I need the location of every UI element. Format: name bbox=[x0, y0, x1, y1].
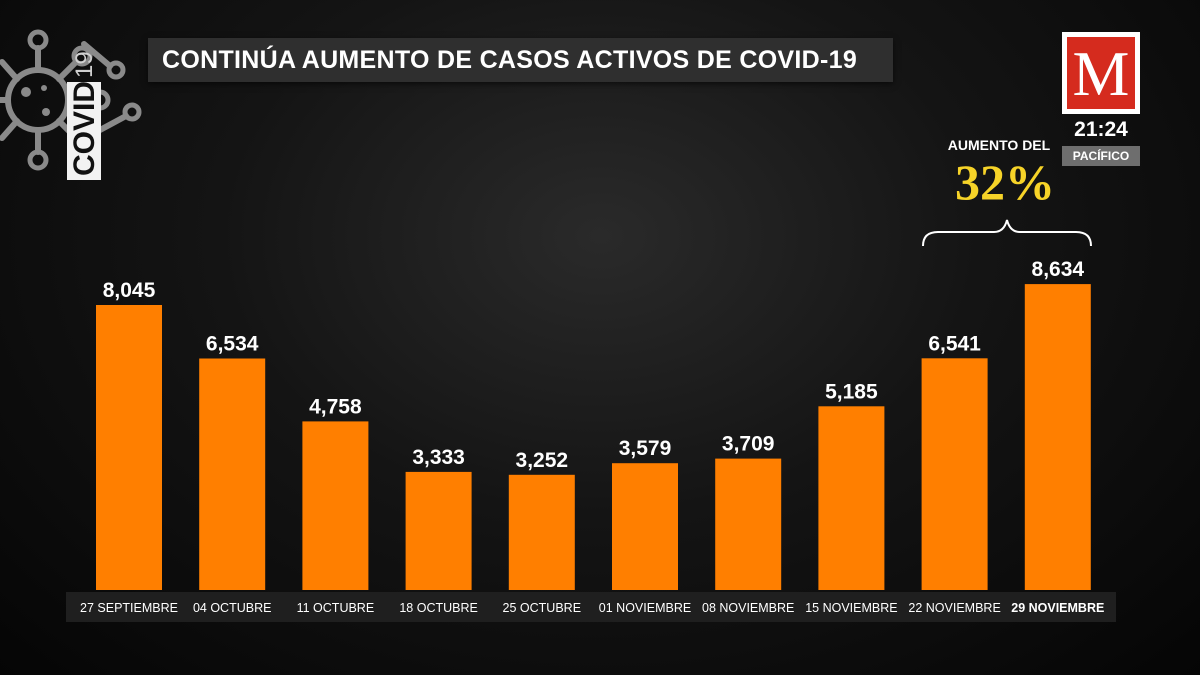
covid-number: 19 bbox=[71, 51, 98, 78]
value-label-7: 3,709 bbox=[722, 433, 775, 456]
bar-8 bbox=[818, 406, 885, 590]
value-label-5: 3,252 bbox=[516, 449, 569, 472]
covid-19-vertical-label: COVID 19 bbox=[67, 51, 101, 180]
category-label-2: 04 OCTUBRE bbox=[193, 601, 272, 615]
bar-5 bbox=[508, 474, 575, 590]
timezone-badge: PACÍFICO bbox=[1062, 146, 1140, 166]
category-label-9: 22 NOVIEMBRE bbox=[908, 601, 1000, 615]
bar-7 bbox=[715, 458, 782, 590]
logo-box: M bbox=[1067, 37, 1135, 109]
value-label-1: 8,045 bbox=[103, 279, 156, 302]
chart-title: CONTINÚA AUMENTO DE CASOS ACTIVOS DE COV… bbox=[162, 46, 858, 74]
category-label-1: 27 SEPTIEMBRE bbox=[80, 601, 178, 615]
increase-label: AUMENTO DEL bbox=[947, 137, 1051, 153]
value-label-10: 8,634 bbox=[1032, 258, 1085, 281]
value-label-4: 3,333 bbox=[412, 446, 465, 469]
brace-annotation bbox=[922, 219, 1092, 247]
bar-1 bbox=[96, 305, 162, 590]
value-label-3: 4,758 bbox=[309, 395, 362, 418]
category-label-8: 15 NOVIEMBRE bbox=[805, 601, 897, 615]
clock-time: 21:24 bbox=[1074, 118, 1128, 141]
value-label-9: 6,541 bbox=[928, 332, 981, 355]
value-label-2: 6,534 bbox=[206, 333, 259, 356]
title-bar: CONTINÚA AUMENTO DE CASOS ACTIVOS DE COV… bbox=[148, 38, 893, 82]
category-label-3: 11 OCTUBRE bbox=[297, 601, 375, 615]
covid-word: COVID bbox=[68, 81, 101, 176]
category-label-10: 29 NOVIEMBRE bbox=[1011, 601, 1104, 615]
value-label-8: 5,185 bbox=[825, 380, 878, 403]
bar-6 bbox=[612, 463, 678, 590]
bar-4 bbox=[405, 471, 472, 590]
category-label-7: 08 NOVIEMBRE bbox=[702, 601, 794, 615]
axis-label-band bbox=[66, 592, 1116, 622]
logo-letter: M bbox=[1072, 38, 1130, 109]
bar-10 bbox=[1024, 284, 1091, 590]
category-label-5: 25 OCTUBRE bbox=[503, 601, 582, 615]
category-label-4: 18 OCTUBRE bbox=[399, 601, 478, 615]
brand-logo: M bbox=[1062, 32, 1140, 114]
bar-9 bbox=[921, 358, 988, 590]
bar-2 bbox=[199, 358, 266, 590]
bar-3 bbox=[302, 421, 369, 590]
increase-percent: 32% bbox=[955, 154, 1055, 210]
category-label-6: 01 NOVIEMBRE bbox=[599, 601, 691, 615]
value-label-6: 3,579 bbox=[619, 437, 672, 460]
